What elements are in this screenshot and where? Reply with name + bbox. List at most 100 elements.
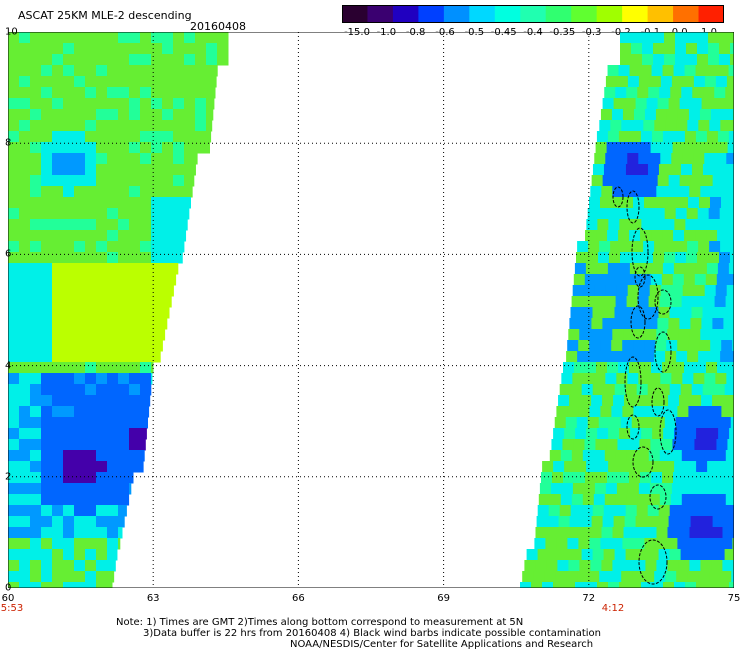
wind-cell [730, 208, 734, 220]
wind-cell [85, 65, 97, 77]
wind-cell [151, 65, 163, 77]
wind-cell [173, 54, 185, 66]
wind-cell [85, 351, 97, 363]
wind-cell [560, 494, 573, 506]
wind-cell [693, 76, 706, 88]
wind-cell [675, 32, 687, 44]
wind-cell [129, 197, 141, 209]
wind-cell [721, 406, 733, 418]
wind-cell [173, 142, 185, 154]
wind-cell [535, 527, 547, 539]
wind-cell [41, 439, 53, 451]
wind-cell [19, 516, 31, 528]
wind-cell [96, 131, 108, 143]
wind-cell [140, 142, 152, 154]
wind-cell [611, 538, 623, 550]
wind-cell [638, 483, 651, 495]
wind-cell [8, 219, 20, 231]
wind-cell [74, 417, 86, 429]
colorbar-swatch [494, 5, 521, 23]
wind-cell [692, 296, 705, 308]
wind-cell [590, 560, 602, 572]
wind-cell [717, 263, 730, 275]
wind-cell [140, 252, 152, 264]
wind-cell [617, 439, 629, 451]
wind-cell [52, 98, 64, 110]
wind-cell [709, 571, 721, 583]
wind-cell [52, 65, 64, 77]
wind-cell [723, 395, 734, 407]
wind-cell [697, 417, 710, 429]
wind-cell [118, 131, 130, 143]
y-tick-label: 0 [5, 582, 12, 594]
wind-cell [140, 219, 152, 231]
wind-cell [567, 340, 579, 352]
wind-cell [571, 450, 584, 462]
wind-cell [8, 318, 20, 330]
wind-cell [107, 494, 119, 506]
wind-cell [162, 43, 174, 55]
wind-cell [118, 76, 130, 88]
wind-cell [664, 43, 676, 55]
wind-cell [653, 43, 665, 55]
wind-cell [19, 197, 31, 209]
wind-cell [591, 395, 603, 407]
wind-cell [63, 472, 75, 484]
wind-cell [661, 274, 674, 286]
wind-cell [19, 384, 31, 396]
wind-cell [19, 241, 31, 253]
wind-cell [52, 461, 64, 473]
wind-cell [118, 505, 127, 517]
wind-cell [140, 461, 144, 473]
wind-cell [41, 197, 53, 209]
wind-cell [195, 109, 207, 121]
wind-cell [74, 87, 86, 99]
wind-cell [19, 340, 31, 352]
wind-cell [627, 483, 640, 495]
wind-cell [593, 450, 606, 462]
wind-cell [557, 560, 569, 572]
wind-cell [8, 560, 20, 572]
wind-cell [595, 274, 608, 286]
wind-cell [52, 131, 64, 143]
wind-cell [728, 362, 734, 374]
wind-cell [96, 197, 108, 209]
wind-cell [8, 87, 20, 99]
wind-cell [704, 483, 717, 495]
wind-cell [685, 582, 697, 588]
wind-cell [140, 208, 152, 220]
wind-cell [597, 582, 609, 588]
wind-cell [8, 252, 20, 264]
wind-cell [140, 109, 152, 121]
wind-cell [614, 307, 626, 319]
wind-cell [666, 406, 678, 418]
wind-cell [19, 494, 31, 506]
wind-cell [118, 373, 130, 385]
wind-cell [669, 164, 682, 176]
wind-cell [708, 252, 720, 264]
wind-cell [63, 318, 75, 330]
wind-cell [162, 175, 174, 187]
wind-cell [718, 582, 730, 588]
wind-cell [140, 417, 148, 429]
wind-cell [691, 164, 704, 176]
wind-cell [569, 395, 581, 407]
wind-cell [8, 329, 20, 341]
lat-lon-grid [8, 32, 734, 588]
wind-cell [645, 329, 657, 341]
wind-cell [660, 153, 672, 165]
wind-cell [41, 241, 53, 253]
wind-cell [629, 65, 642, 77]
wind-cell [41, 362, 53, 374]
wind-cell [41, 87, 53, 99]
wind-cell [732, 109, 734, 121]
wind-cell [625, 549, 638, 561]
wind-cell [597, 461, 609, 473]
wind-cell [96, 329, 108, 341]
wind-cell [664, 417, 677, 429]
wind-cell [19, 307, 31, 319]
wind-cell [30, 527, 42, 539]
wind-cell [118, 32, 130, 44]
x-tick-label: 60 [1, 593, 15, 604]
wind-cell [129, 65, 141, 77]
